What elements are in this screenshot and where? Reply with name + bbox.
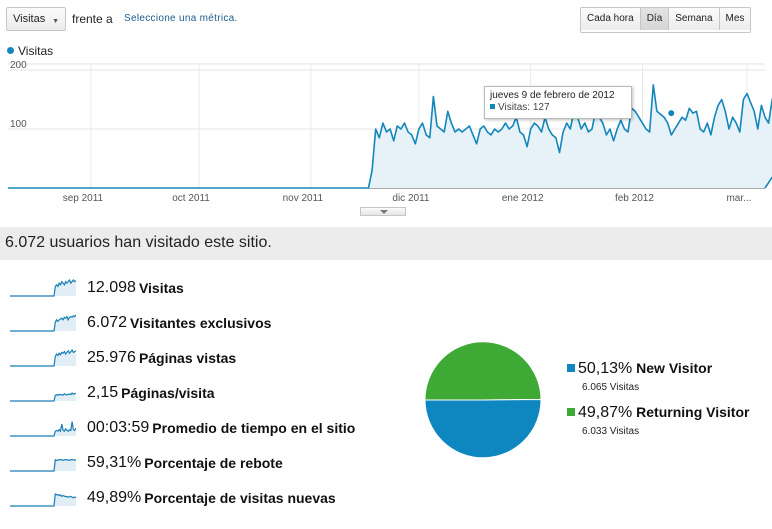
- chart-legend: Visitas: [7, 44, 53, 58]
- pie-visits: 6.033 Visitas: [582, 426, 640, 437]
- legend-series-name: Visitas: [18, 44, 54, 58]
- metric-label: Páginas/visita: [121, 385, 215, 401]
- pie-slice-name: Returning Visitor: [636, 404, 750, 420]
- sparkline-line: [10, 278, 76, 297]
- metric-label: Porcentaje de visitas nuevas: [144, 490, 336, 506]
- granularity-month-button[interactable]: Mes: [718, 8, 751, 30]
- x-tick-label: mar...: [726, 193, 751, 204]
- sparkline-fill: [10, 459, 76, 471]
- metric-row-bounce-rate[interactable]: 59,31% Porcentaje de rebote: [10, 452, 283, 474]
- x-tick-label: ene 2012: [502, 193, 544, 204]
- metric-value: 59,31%: [87, 454, 142, 471]
- chart-tooltip: jueves 9 de febrero de 2012 Visitas: 127: [484, 86, 632, 119]
- metric-value: 00:03:59: [87, 419, 150, 436]
- metric-row-unique-visitors[interactable]: 6.072 Visitantes exclusivos: [10, 312, 271, 334]
- pie-percent: 49,87%: [578, 404, 633, 421]
- metric-label: Páginas vistas: [138, 350, 237, 366]
- legend-dot-icon: [7, 47, 14, 54]
- y-tick-label: 100: [10, 119, 27, 130]
- granularity-toggle: Cada hora Día Semana Mes: [580, 7, 752, 33]
- legend-square-icon: [567, 364, 575, 372]
- tooltip-date: jueves 9 de febrero de 2012: [490, 90, 615, 101]
- x-tick-label: nov 2011: [283, 193, 324, 204]
- visits-series-line: [8, 84, 772, 189]
- metric-row-pageviews[interactable]: 25.976 Páginas vistas: [10, 347, 236, 369]
- metric-row-new-visits[interactable]: 49,89% Porcentaje de visitas nuevas: [10, 487, 336, 509]
- metric-row-avg-time[interactable]: 00:03:59 Promedio de tiempo en el sitio: [10, 417, 355, 439]
- sparkline-pages-per-visit: [10, 392, 76, 402]
- sparkline-line: [10, 348, 76, 367]
- sparkline-unique-visitors: [10, 314, 76, 332]
- sparkline-pageviews: [10, 348, 76, 367]
- sparkline-fill: [10, 421, 76, 436]
- summary-bar: 6.072 usuarios han visitado este sitio.: [0, 227, 772, 260]
- x-tick-label: sep 2011: [63, 193, 104, 204]
- pie-legend-returning-visitor: 49,87% Returning Visitor 6.033 Visitas: [567, 404, 749, 437]
- metric-row-pages-per-visit[interactable]: 2,15 Páginas/visita: [10, 382, 215, 404]
- metric-value: 6.072: [87, 314, 128, 331]
- chevron-down-icon: ▼: [52, 18, 59, 25]
- highlighted-data-point: [667, 109, 676, 118]
- pie-legend-new-visitor: 50,13% New Visitor 6.065 Visitas: [567, 360, 712, 393]
- metric-dropdown[interactable]: Visitas ▼: [6, 7, 66, 31]
- sparkline-new-visits: [10, 492, 76, 507]
- sparkline-line: [10, 421, 76, 437]
- select-metric-link[interactable]: Seleccione una métrica.: [124, 13, 238, 24]
- metric-row-visits[interactable]: 12.098 Visitas: [10, 277, 184, 299]
- chart-resize-handle[interactable]: [360, 207, 406, 216]
- sparkline-line: [10, 392, 76, 402]
- visits-area-fill: [8, 84, 772, 188]
- metric-value: 49,89%: [87, 489, 142, 506]
- granularity-day-button[interactable]: Día: [639, 8, 669, 30]
- sparkline-avg-time: [10, 421, 76, 437]
- metric-value: 25.976: [87, 349, 136, 366]
- visits-area-chart[interactable]: 200 100 sep 2011 oct 2011 nov 2011 dic 2011 en…: [0, 60, 772, 210]
- metric-dropdown-value: Visitas: [13, 13, 46, 25]
- sparkline-line: [10, 314, 76, 332]
- pie-visits: 6.065 Visitas: [582, 382, 640, 393]
- compare-label: frente a: [72, 12, 113, 26]
- pie-slice-returning-visitor: [424, 341, 542, 401]
- pie-percent: 50,13%: [578, 360, 633, 377]
- x-tick-label: oct 2011: [172, 193, 210, 204]
- summary-text: 6.072 usuarios han visitado este sitio.: [5, 234, 272, 251]
- metric-value: 2,15: [87, 384, 119, 401]
- visitor-type-pie-chart[interactable]: [420, 337, 546, 463]
- sparkline-fill: [10, 350, 76, 366]
- x-tick-label: dic 2011: [392, 193, 430, 204]
- tooltip-value: Visitas: 127: [498, 102, 550, 113]
- sparkline-visits: [10, 278, 76, 297]
- y-tick-label: 200: [10, 60, 27, 71]
- metric-value: 12.098: [87, 279, 136, 296]
- triangle-down-icon: [380, 210, 388, 214]
- sparkline-line: [10, 458, 76, 472]
- legend-square-icon: [567, 408, 575, 416]
- sparkline-bounce-rate: [10, 458, 76, 472]
- pie-slice-name: New Visitor: [636, 360, 713, 376]
- sparkline-fill: [10, 315, 76, 331]
- sparkline-fill: [10, 494, 76, 506]
- pie-slice-new-visitor: [424, 399, 542, 459]
- granularity-hourly-button[interactable]: Cada hora: [581, 8, 640, 30]
- metric-label: Promedio de tiempo en el sitio: [152, 420, 356, 436]
- metric-label: Visitantes exclusivos: [130, 315, 272, 331]
- metric-label: Visitas: [138, 280, 184, 296]
- metric-label: Porcentaje de rebote: [144, 455, 283, 471]
- tooltip-series-icon: [490, 104, 495, 109]
- sparkline-line: [10, 492, 76, 507]
- granularity-week-button[interactable]: Semana: [668, 8, 719, 30]
- x-tick-label: feb 2012: [615, 193, 654, 204]
